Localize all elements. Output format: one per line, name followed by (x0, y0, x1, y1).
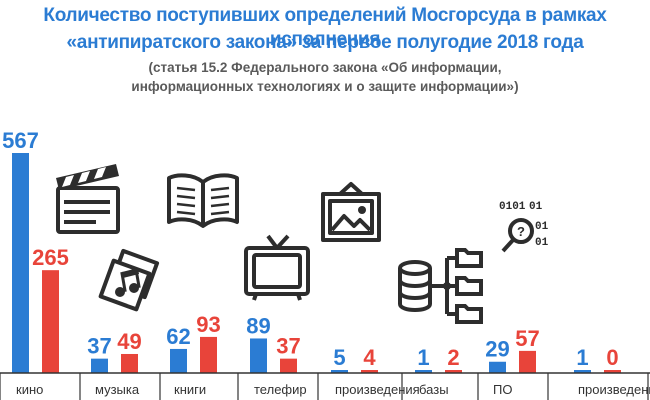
chart-subtitle-line-1: (статья 15.2 Федерального закона «Об инф… (148, 60, 502, 75)
film-clapperboard-icon (56, 164, 120, 234)
category-label: базы (419, 382, 449, 397)
data-label: 5 (333, 345, 345, 370)
data-label: 49 (117, 329, 141, 354)
data-label: 567 (2, 128, 39, 153)
bar (331, 370, 348, 373)
bar (489, 361, 506, 373)
svg-text:01: 01 (535, 221, 549, 233)
bar (121, 353, 138, 373)
data-label: 37 (276, 334, 300, 359)
svg-text:0101: 0101 (499, 201, 526, 213)
chart-title-line-2: «антипиратского закона» за первое полуго… (66, 32, 584, 53)
bar (250, 338, 267, 373)
svg-text:?: ? (517, 224, 525, 239)
tv-icon (244, 234, 310, 301)
bar (415, 370, 432, 373)
bar (574, 370, 591, 373)
data-label: 89 (246, 313, 270, 338)
bar (280, 358, 297, 373)
data-label: 93 (196, 312, 220, 337)
category-label: ПО (493, 382, 512, 397)
bar (361, 370, 378, 373)
data-label: 4 (363, 345, 376, 370)
data-label: 0 (606, 345, 618, 370)
data-label: 265 (32, 245, 69, 270)
category-label: произведения (335, 382, 420, 397)
category-label: произведения (578, 382, 650, 397)
data-label: 37 (87, 334, 111, 359)
chart-title-line-1: Количество поступивших определений Мосго… (43, 5, 607, 50)
category-label: музыка (95, 382, 140, 397)
software-code-icon: 0101 01 01 01 ? (499, 201, 549, 253)
chart-subtitle-line-2: информационных технологиях и о защите ин… (131, 79, 519, 94)
bar (519, 350, 536, 373)
music-record-icon (98, 248, 160, 312)
bar (445, 370, 462, 373)
svg-text:01: 01 (529, 201, 543, 213)
bar (200, 336, 217, 373)
picture-icon (321, 182, 381, 242)
svg-text:01: 01 (535, 237, 549, 249)
category-label: книги (174, 382, 206, 397)
category-label: кино (16, 382, 43, 397)
data-label: 62 (166, 324, 190, 349)
bar (91, 358, 108, 373)
bar (12, 153, 29, 373)
data-label: 1 (417, 345, 429, 370)
bar (42, 270, 59, 373)
bar (170, 348, 187, 373)
database-icon (398, 248, 483, 324)
data-label: 2 (447, 345, 459, 370)
data-label: 57 (515, 326, 539, 351)
open-book-icon (167, 173, 239, 228)
data-label: 1 (576, 345, 588, 370)
data-label: 29 (485, 337, 509, 362)
category-label: телефир (254, 382, 307, 397)
bar (604, 370, 621, 373)
